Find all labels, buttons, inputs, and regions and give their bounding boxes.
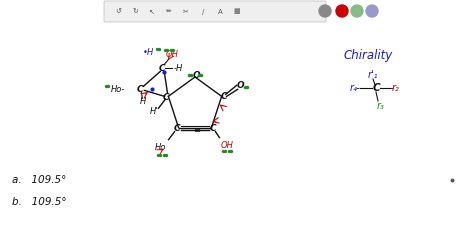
Circle shape	[351, 5, 363, 17]
Text: ↻: ↻	[132, 9, 138, 14]
Text: OH: OH	[221, 141, 234, 150]
Text: ↺: ↺	[115, 9, 121, 14]
Text: ↖: ↖	[149, 9, 155, 14]
Text: r₃: r₃	[377, 101, 385, 111]
Text: C: C	[163, 93, 170, 102]
Circle shape	[319, 5, 331, 17]
Text: C: C	[159, 64, 166, 73]
Circle shape	[366, 5, 378, 17]
Text: C: C	[372, 83, 380, 93]
Text: r₄: r₄	[350, 83, 358, 93]
Text: H: H	[140, 97, 146, 106]
Text: A: A	[218, 9, 222, 14]
Text: -: -	[355, 83, 359, 93]
Text: /: /	[202, 9, 204, 14]
Text: C: C	[220, 92, 227, 101]
Text: C: C	[173, 124, 180, 133]
Text: C: C	[137, 85, 144, 94]
Text: •H: •H	[143, 48, 154, 57]
Text: O: O	[237, 81, 245, 90]
Text: -H: -H	[174, 64, 183, 73]
Text: H': H'	[150, 107, 159, 116]
Circle shape	[336, 5, 348, 17]
Text: b.   109.5°: b. 109.5°	[12, 197, 67, 207]
Text: r₂: r₂	[392, 83, 400, 93]
Text: r'₁: r'₁	[368, 70, 378, 80]
FancyBboxPatch shape	[104, 1, 326, 22]
Text: a.   109.5°: a. 109.5°	[12, 175, 66, 185]
Text: Chirality: Chirality	[343, 49, 392, 61]
Text: O: O	[192, 72, 200, 81]
Text: ✂: ✂	[183, 9, 189, 14]
Text: ✏: ✏	[166, 9, 172, 14]
Text: Ho: Ho	[155, 143, 166, 152]
Text: =: =	[193, 126, 201, 135]
Text: -: -	[389, 83, 393, 93]
Text: C: C	[210, 124, 217, 133]
Text: ▦: ▦	[234, 9, 240, 14]
Text: OH: OH	[166, 50, 179, 59]
Text: Ho-: Ho-	[111, 85, 126, 94]
